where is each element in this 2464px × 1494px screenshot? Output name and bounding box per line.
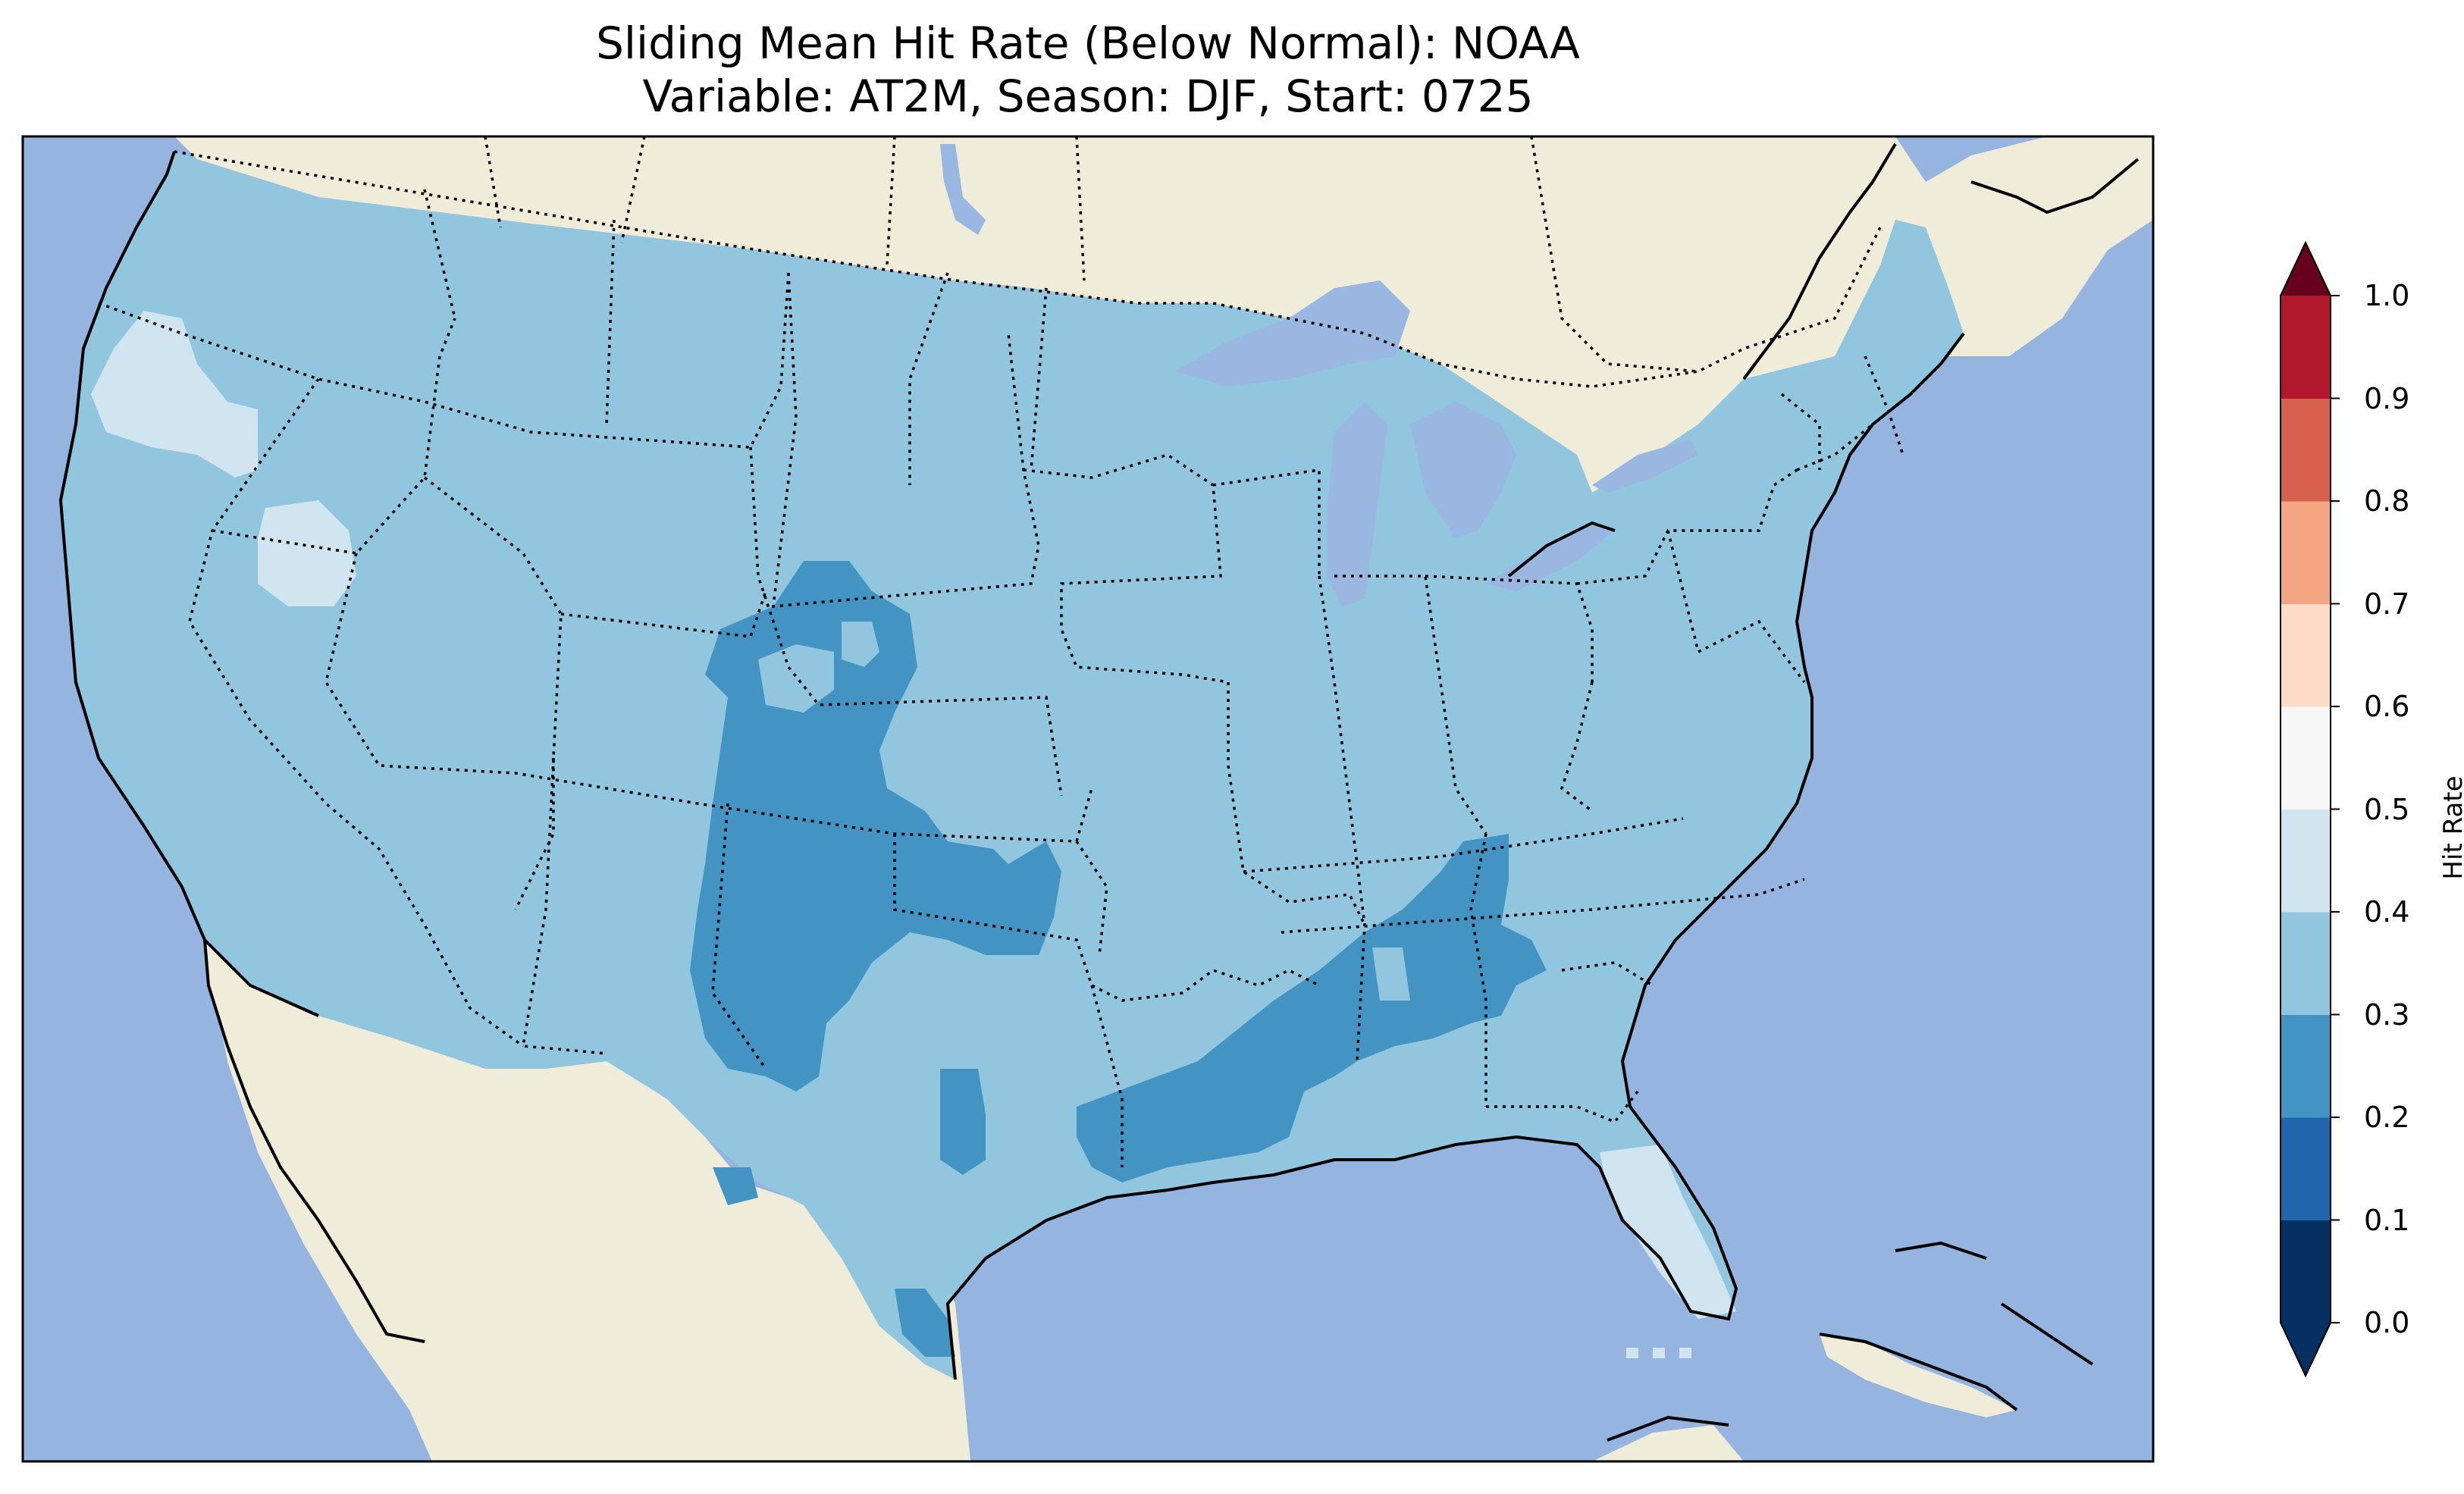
canada-land — [174, 136, 2153, 576]
yucatan-land — [1592, 1425, 1744, 1461]
map-title-line-2: Variable: AT2M, Season: DJF, Start: 0725 — [642, 70, 1534, 122]
baja-land — [205, 940, 425, 1342]
lake-superior — [1175, 280, 1410, 387]
map-frame — [21, 135, 2155, 1463]
lake-ontario — [1592, 440, 1698, 493]
florida-high-region — [1600, 1145, 1736, 1319]
florida-keys-dot — [1679, 1348, 1691, 1358]
colorbar-extend-min — [2281, 1323, 2331, 1376]
oregon-high-region — [91, 311, 258, 478]
lake-michigan — [1327, 402, 1387, 606]
colorbar-tick-label: 0.6 — [2364, 690, 2410, 723]
nevada-high-region — [258, 500, 356, 606]
colorbar-bin — [2281, 809, 2331, 913]
colorbar-bin — [2281, 603, 2331, 707]
colorbar-tick-label: 1.0 — [2364, 279, 2410, 312]
colorbar-tick-label: 0.5 — [2364, 792, 2410, 826]
colorbar — [2280, 240, 2340, 1378]
colorbar-bin — [2281, 398, 2331, 502]
colorbar-extend-max — [2281, 243, 2331, 296]
colorbar-tick-label: 0.7 — [2364, 587, 2410, 621]
colorbar-bin — [2281, 1014, 2331, 1118]
colorbar-tick-label: 0.8 — [2364, 484, 2410, 518]
map-content — [58, 136, 2153, 1461]
big-bend-low-region — [713, 1167, 758, 1205]
south-texas-low-region — [895, 1289, 955, 1357]
colorbar-tick-label: 0.3 — [2364, 998, 2410, 1032]
rockies-hole-2 — [842, 622, 879, 667]
colorbar-bin — [2281, 1220, 2331, 1323]
colorbar-label: Hit Rate — [2438, 775, 2464, 880]
colorbar-bin — [2281, 912, 2331, 1015]
colorbar-tick-label: 0.9 — [2364, 381, 2410, 415]
colorbar-tick-label: 0.2 — [2364, 1101, 2410, 1134]
florida-keys-dot — [1626, 1348, 1638, 1358]
cuba-land — [1820, 1334, 2017, 1417]
lake-winnipeg — [940, 144, 986, 235]
colorbar-tick-label: 0.4 — [2364, 895, 2410, 929]
lake-erie — [1486, 523, 1615, 591]
colorbar-bin — [2281, 501, 2331, 604]
gulf-coast-low-region — [1077, 834, 1547, 1182]
map-title-line-1: Sliding Mean Hit Rate (Below Normal): NO… — [596, 17, 1580, 69]
colorbar-bin — [2281, 706, 2331, 810]
west-texas-low-region — [940, 1069, 986, 1175]
state-borders — [98, 189, 1904, 1167]
lake-huron — [1410, 402, 1516, 538]
rockies-hole — [758, 644, 834, 713]
maritimes-land — [2017, 197, 2123, 258]
colorbar-tick-label: 0.1 — [2364, 1203, 2410, 1237]
alabama-hole — [1372, 947, 1410, 1001]
colorbar-bin — [2281, 1117, 2331, 1220]
florida-keys-dot — [1653, 1348, 1665, 1358]
colorbar-bin — [2281, 296, 2331, 399]
colorbar-tick-label: 0.0 — [2364, 1306, 2410, 1339]
coastlines — [58, 143, 2140, 1442]
